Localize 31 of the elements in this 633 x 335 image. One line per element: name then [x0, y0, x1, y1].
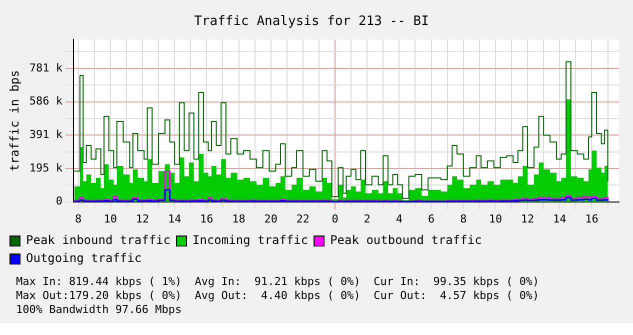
legend-label: Outgoing traffic: [26, 251, 142, 266]
text: Max In: 819.44 kbps ( 1%) Avg In: 91.21 kbps ( 0%) Cur In: 99.35 kbps ( 0%): [16, 275, 540, 289]
x-tick-label: 8: [460, 212, 467, 226]
x-tick-label: 2: [364, 212, 370, 226]
y-tick-label: 195 k: [29, 161, 63, 174]
y-tick-label: 0: [56, 194, 63, 208]
x-tick-label: 12: [520, 212, 534, 226]
x-tick-label: 16: [200, 212, 214, 226]
x-tick-label: 18: [232, 212, 246, 226]
x-tick-label: 22: [296, 212, 310, 226]
legend-label: Peak outbound traffic: [330, 233, 482, 248]
chart-title: Traffic Analysis for 213 -- BI: [194, 14, 429, 30]
text: 100% Bandwidth 97.66 Mbps: [16, 303, 183, 317]
x-tick-label: 16: [585, 212, 598, 226]
x-tick-label: 6: [428, 212, 435, 226]
y-axis-title: traffic in bps: [7, 70, 22, 172]
text: Max Out:179.20 kbps ( 0%) Avg Out: 4.40 kbps ( 0%) Cur Out: 4.57 kbps ( 0%): [16, 289, 540, 303]
legend-label: Peak inbound traffic: [26, 233, 170, 248]
x-tick-label: 12: [136, 212, 150, 226]
y-tick-label: 586 k: [29, 94, 63, 108]
legend-label: Incoming traffic: [192, 233, 308, 248]
x-tick-label: 4: [396, 212, 403, 226]
x-tick-label: 8: [75, 212, 82, 226]
x-tick-label: 14: [168, 212, 182, 226]
y-tick-label: 391 k: [29, 128, 63, 141]
x-tick-label: 10: [488, 212, 502, 226]
y-tick-label: 781 k: [29, 61, 63, 74]
x-tick-label: 20: [264, 212, 278, 226]
x-tick-label: 0: [332, 212, 338, 226]
x-tick-label: 14: [553, 212, 567, 226]
x-tick-label: 10: [104, 212, 118, 226]
